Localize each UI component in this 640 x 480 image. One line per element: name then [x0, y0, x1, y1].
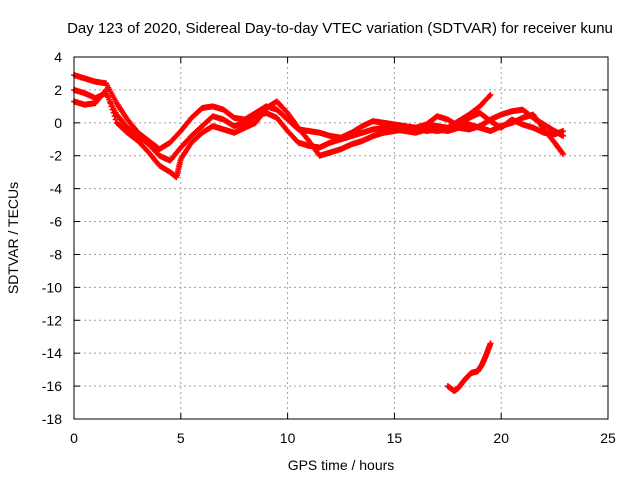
- y-tick-label: -14: [42, 345, 62, 361]
- data-point: [560, 128, 567, 135]
- series-track-3: [71, 86, 567, 181]
- data-point: [104, 90, 111, 97]
- data-points: [71, 72, 567, 395]
- data-point: [103, 86, 110, 93]
- data-point: [111, 113, 118, 120]
- y-tick-label: 4: [54, 49, 62, 65]
- y-tick-label: -2: [50, 148, 63, 164]
- chart-title: Day 123 of 2020, Sidereal Day-to-day VTE…: [67, 20, 613, 37]
- y-tick-label: 0: [54, 115, 62, 131]
- y-axis-label: SDTVAR / TECUs: [5, 182, 21, 294]
- data-point: [110, 109, 117, 116]
- y-tick-label: -12: [42, 312, 62, 328]
- data-point: [106, 96, 113, 103]
- series-track-5: [444, 340, 494, 395]
- x-tick-label: 0: [70, 430, 78, 446]
- data-point: [487, 340, 494, 347]
- data-point: [105, 93, 112, 100]
- x-tick-label: 20: [493, 430, 509, 446]
- x-tick-label: 5: [177, 430, 185, 446]
- x-tick-label: 10: [280, 430, 296, 446]
- y-tick-label: 2: [54, 82, 62, 98]
- x-tick-label: 15: [387, 430, 403, 446]
- data-point: [486, 92, 493, 99]
- x-tick-label: 25: [600, 430, 616, 446]
- data-point: [109, 106, 116, 113]
- x-axis-label: GPS time / hours: [288, 457, 395, 473]
- y-tick-label: -10: [42, 279, 62, 295]
- y-tick-label: -6: [50, 214, 63, 230]
- data-point: [560, 151, 567, 158]
- data-point: [108, 103, 115, 110]
- y-tick-label: -4: [50, 181, 63, 197]
- data-point: [487, 91, 494, 98]
- y-tick-label: -8: [50, 246, 63, 262]
- data-point: [559, 149, 566, 156]
- data-point: [112, 116, 119, 123]
- series-track-4: [423, 109, 567, 138]
- plot-frame: [73, 56, 609, 420]
- y-tick-label: -18: [42, 411, 62, 427]
- y-tick-label: -16: [42, 378, 62, 394]
- data-point: [107, 100, 114, 107]
